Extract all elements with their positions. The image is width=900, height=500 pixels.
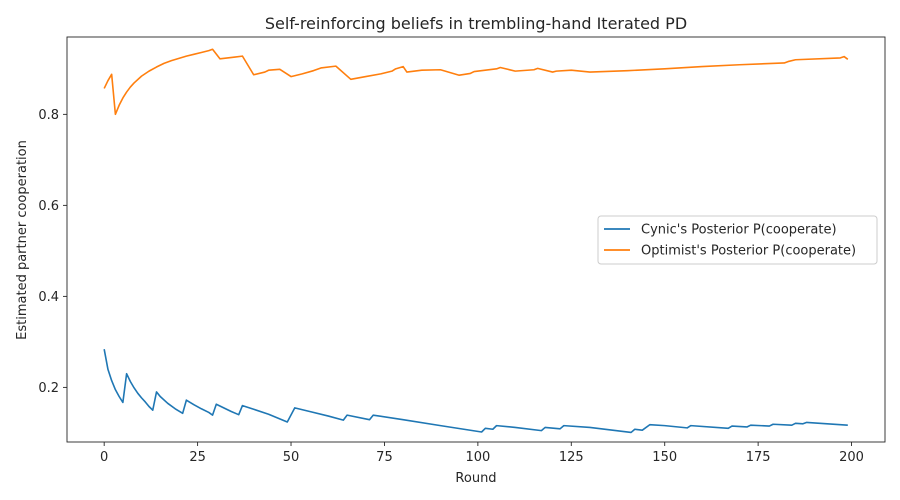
legend-label-1: Optimist's Posterior P(cooperate)	[641, 244, 856, 259]
x-tick-label-5: 125	[559, 450, 584, 465]
x-tick-label-6: 150	[652, 450, 677, 465]
y-tick-label-3: 0.8	[38, 108, 59, 123]
x-tick-label-8: 200	[839, 450, 864, 465]
x-tick-label-2: 50	[283, 450, 300, 465]
series-line-1	[103, 48, 849, 116]
legend-box	[597, 215, 878, 265]
plot-area: 0 25 50 75 100 125 150 175 200 0.2 0.4 0.6 0.8 Cynic'…	[38, 36, 886, 465]
x-axis-label: Round	[455, 471, 496, 486]
axes-frame	[66, 36, 886, 443]
y-axis-label: Estimated partner cooperation	[15, 140, 30, 340]
y-tick-label-1: 0.4	[38, 290, 59, 305]
series-line-0	[103, 349, 848, 434]
x-tick-label-1: 25	[189, 450, 206, 465]
x-tick-label-0: 0	[100, 450, 108, 465]
y-tick-label-2: 0.6	[38, 199, 59, 214]
legend-label-0: Cynic's Posterior P(cooperate)	[641, 223, 837, 238]
chart-title: Self-reinforcing beliefs in trembling-ha…	[265, 14, 687, 33]
y-tick-label-0: 0.2	[38, 381, 59, 396]
x-tick-label-4: 100	[465, 450, 490, 465]
x-tick-label-7: 175	[746, 450, 771, 465]
x-tick-label-3: 75	[376, 450, 393, 465]
